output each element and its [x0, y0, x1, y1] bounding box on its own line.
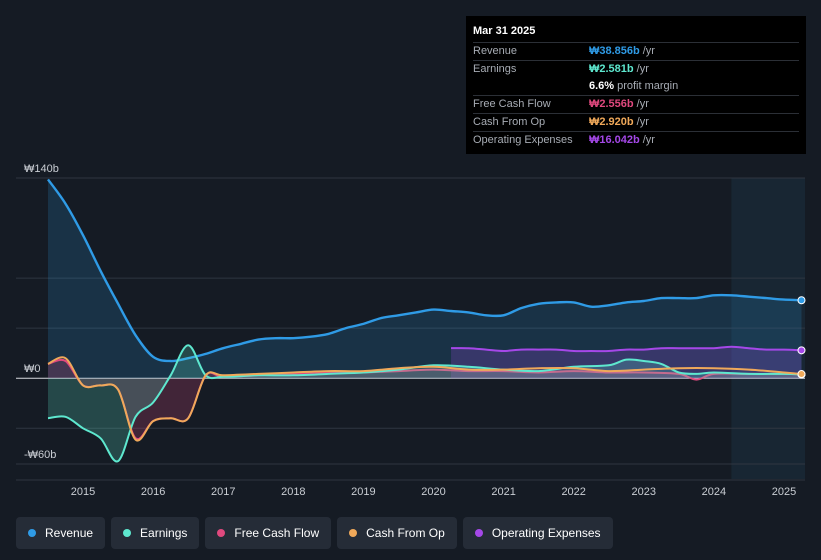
legend-dot-icon	[217, 529, 226, 537]
tooltip-row: Earnings ₩2.581b/yr	[473, 60, 799, 78]
chart-legend: Revenue Earnings Free Cash Flow Cash From O…	[16, 517, 613, 549]
x-tick-label: 2020	[421, 486, 445, 498]
tooltip-row: Operating Expenses ₩16.042b/yr	[473, 131, 799, 149]
tooltip-row-label: Earnings	[473, 63, 517, 75]
tooltip-row-unit: /yr	[642, 45, 655, 57]
revenue-end-point	[797, 296, 806, 305]
legend-label: Revenue	[45, 526, 94, 540]
cash-from-op-line	[47, 356, 802, 442]
tooltip-row-value: ₩16.042b	[589, 134, 640, 146]
revenue-line	[47, 178, 802, 363]
series-layer	[47, 178, 806, 463]
legend-label: Earnings	[140, 526, 188, 540]
earnings-area	[48, 345, 802, 462]
x-tick-label: 2023	[632, 486, 656, 498]
axis-labels: ₩140b ₩0 -₩60b 2015 2016 2017 2018 2019 2020 2021…	[24, 163, 796, 498]
operating-expenses-end-point	[797, 346, 806, 355]
revenue-area	[48, 179, 802, 379]
legend-dot-icon	[474, 529, 483, 537]
tooltip-row-unit: /yr	[642, 134, 655, 146]
tooltip-row-unit: profit margin	[617, 80, 679, 92]
y-tick-label: ₩0	[24, 363, 41, 375]
tooltip-row: 6.6% profit margin	[473, 78, 799, 95]
free-cash-flow-area	[48, 359, 802, 440]
chart-area: ₩140b ₩0 -₩60b 2015 2016 2017 2018 2019 2020 2021…	[16, 163, 806, 498]
tooltip-row-unit: /yr	[636, 63, 649, 75]
x-tick-label: 2022	[561, 486, 585, 498]
legend-dot-icon	[28, 529, 36, 537]
tooltip-row-label: Cash From Op	[473, 116, 546, 128]
tooltip-row: Cash From Op ₩2.920b/yr	[473, 113, 799, 131]
tooltip-row: Free Cash Flow ₩2.556b/yr	[473, 95, 799, 113]
tooltip-row-label	[473, 78, 589, 95]
tooltip-date: Mar 31 2025	[473, 25, 536, 37]
tooltip-row-value: ₩2.920b	[589, 116, 634, 128]
legend-dot-icon	[349, 529, 358, 537]
x-tick-label: 2018	[281, 486, 305, 498]
tooltip-row-unit: /yr	[636, 116, 649, 128]
legend-label: Operating Expenses	[491, 526, 601, 540]
x-tick-label: 2019	[351, 486, 375, 498]
tooltip-row-label: Operating Expenses	[473, 134, 573, 146]
legend-item-cash-from-op[interactable]: Cash From Op	[337, 517, 457, 549]
tooltip-row-label: Free Cash Flow	[473, 98, 551, 110]
tooltip-row-value: 6.6%	[589, 80, 615, 92]
tooltip-row-unit: /yr	[636, 98, 649, 110]
x-tick-label: 2015	[71, 486, 95, 498]
x-tick-label: 2016	[141, 486, 165, 498]
data-tooltip: Mar 31 2025 Revenue ₩38.856b/yr Earnings ₩2…	[466, 16, 806, 154]
cash-from-op-end-point	[797, 370, 806, 379]
x-tick-label: 2024	[702, 486, 726, 498]
legend-label: Free Cash Flow	[234, 526, 320, 540]
y-tick-label: ₩140b	[24, 163, 59, 175]
legend-item-operating-expenses[interactable]: Operating Expenses	[462, 517, 613, 549]
legend-item-revenue[interactable]: Revenue	[16, 517, 106, 549]
tooltip-row-value: ₩2.556b	[589, 98, 634, 110]
tooltip-row-label: Revenue	[473, 45, 518, 57]
legend-item-free-cash-flow[interactable]: Free Cash Flow	[205, 517, 332, 549]
grid-lines	[16, 177, 805, 481]
x-tick-label: 2021	[491, 486, 515, 498]
operating-expenses-line	[451, 345, 802, 353]
tooltip-row: Revenue ₩38.856b/yr	[473, 42, 799, 60]
tooltip-rows: Revenue ₩38.856b/yr Earnings ₩2.581b/yr 6.6%…	[473, 42, 799, 149]
legend-label: Cash From Op	[366, 526, 445, 540]
legend-dot-icon	[123, 529, 132, 537]
tooltip-row-value: ₩38.856b	[589, 45, 640, 57]
x-tick-label: 2017	[211, 486, 235, 498]
x-tick-label: 2025	[772, 486, 796, 498]
y-tick-label: -₩60b	[24, 449, 56, 461]
tooltip-row-value: ₩2.581b	[589, 63, 634, 75]
legend-item-earnings[interactable]: Earnings	[111, 517, 200, 549]
earnings-line	[47, 344, 802, 463]
